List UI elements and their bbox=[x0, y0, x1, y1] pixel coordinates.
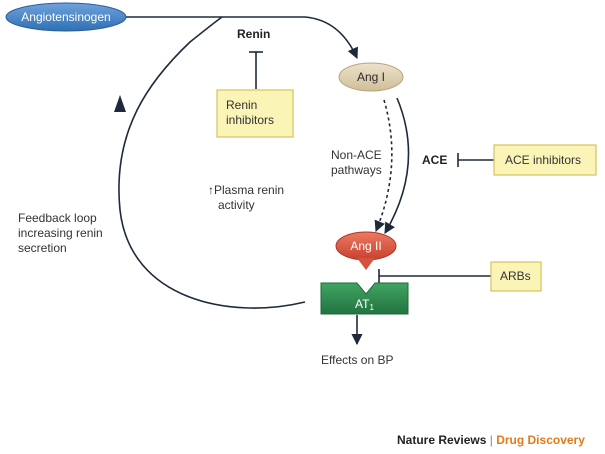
journal-name: Nature Reviews bbox=[397, 433, 487, 447]
at1-receptor-node bbox=[320, 282, 409, 315]
renin-inhibitors-box bbox=[216, 89, 294, 138]
plasma-line2: activity bbox=[218, 198, 255, 212]
renin-inhibitors-line1: Renin bbox=[226, 98, 258, 112]
ang2-label: Ang II bbox=[350, 239, 382, 253]
angiotensinogen-label: Angiotensinogen bbox=[21, 10, 111, 24]
ace-inhibitors-box bbox=[493, 144, 597, 176]
feedback-line3: secretion bbox=[18, 241, 67, 255]
renin-inhibitors-line2: inhibitors bbox=[226, 113, 275, 127]
arbs-label: ARBs bbox=[500, 269, 531, 283]
at1-label: AT1 bbox=[321, 297, 408, 315]
ang2-ligand-tip bbox=[357, 258, 375, 270]
ace-enzyme-label: ACE bbox=[422, 153, 448, 167]
angiotensinogen-to-ang1-arrow bbox=[126, 16, 358, 60]
ace-conversion-arrow bbox=[384, 97, 410, 234]
angiotensinogen-node bbox=[5, 2, 127, 32]
at1-subscript: 1 bbox=[369, 303, 374, 312]
journal-separator: | bbox=[489, 433, 493, 447]
plasma-renin-activity-label: ↑Plasma renin activity bbox=[208, 183, 284, 213]
renin-enzyme-label: Renin bbox=[237, 27, 271, 41]
non-ace-dashed-arrow bbox=[374, 99, 393, 233]
feedback-loop-label: Feedback loop increasing renin secretion bbox=[18, 211, 103, 256]
at1-main-text: AT bbox=[355, 297, 370, 311]
journal-credit: Nature Reviews | Drug Discovery bbox=[397, 433, 585, 447]
renin-inhibitors-label: Renin inhibitors bbox=[226, 98, 274, 128]
feedback-line2: increasing renin bbox=[18, 226, 103, 240]
ace-inhibitors-label: ACE inhibitors bbox=[505, 153, 582, 167]
non-ace-line1: Non-ACE bbox=[331, 148, 382, 162]
ang1-label: Ang I bbox=[356, 70, 386, 84]
effects-on-bp-label: Effects on BP bbox=[321, 353, 394, 367]
non-ace-pathways-label: Non-ACE pathways bbox=[331, 148, 382, 178]
non-ace-line2: pathways bbox=[331, 163, 382, 177]
arbs-box bbox=[490, 261, 542, 292]
ang1-node bbox=[338, 62, 404, 92]
plasma-line1: ↑Plasma renin bbox=[208, 183, 285, 197]
feedback-loop-arrowhead bbox=[114, 95, 126, 112]
feedback-line1: Feedback loop bbox=[18, 211, 97, 225]
feedback-loop-arc bbox=[118, 16, 306, 309]
journal-section: Drug Discovery bbox=[496, 433, 585, 447]
